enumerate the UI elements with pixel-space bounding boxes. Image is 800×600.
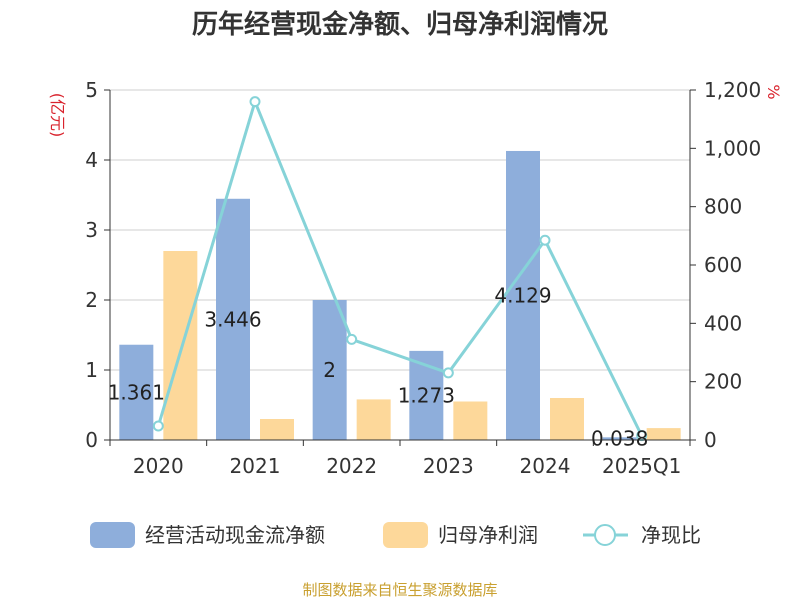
x-tick-label: 2025Q1 xyxy=(602,454,681,478)
y-left-tick-label: 2 xyxy=(85,288,98,312)
y-left-unit: (亿元) xyxy=(48,93,67,138)
legend[interactable]: 经营活动现金流净额 归母净利润 净现比 xyxy=(90,522,701,548)
legend-label: 净现比 xyxy=(641,523,701,547)
line-path xyxy=(156,97,644,437)
x-tick-label: 2024 xyxy=(520,454,571,478)
x-tick-label: 2022 xyxy=(326,454,377,478)
bar xyxy=(646,428,681,440)
y-right-tick-label: 400 xyxy=(704,311,742,335)
legend-swatch xyxy=(383,522,428,548)
y-left-tick-label: 0 xyxy=(85,428,98,452)
bar xyxy=(119,344,154,440)
data-labels: 1.361 3.446 2 1.273 4.129 0.038 xyxy=(108,283,649,450)
line-series xyxy=(152,96,648,442)
bars xyxy=(119,150,681,440)
line-point xyxy=(346,333,358,345)
y-left-tick-label: 3 xyxy=(85,218,98,242)
legend-label: 归母净利润 xyxy=(438,523,538,547)
bar xyxy=(260,419,294,440)
line-point xyxy=(442,367,454,379)
data-label: 0.038 xyxy=(591,427,648,451)
y-right-tick-label: 200 xyxy=(704,370,742,394)
y-right-tick-label: 0 xyxy=(704,428,717,452)
data-label: 1.273 xyxy=(398,383,455,407)
y-left-tick-label: 4 xyxy=(85,148,98,172)
x-tick-label: 2020 xyxy=(133,454,184,478)
bar xyxy=(356,399,391,440)
bar xyxy=(602,437,637,440)
legend-label: 经营活动现金流净额 xyxy=(145,523,325,547)
line-point xyxy=(249,96,261,108)
bar xyxy=(506,150,540,440)
legend-swatch-marker xyxy=(594,524,616,546)
x-tick-label: 2021 xyxy=(230,454,281,478)
data-label: 4.129 xyxy=(494,283,551,307)
y-right-unit: % xyxy=(764,84,783,99)
line-point xyxy=(539,234,551,246)
bar xyxy=(163,251,198,440)
chart-title: 历年经营现金净额、归母净利润情况 xyxy=(192,9,608,40)
bar xyxy=(550,398,584,440)
bar xyxy=(312,300,347,440)
bar xyxy=(453,401,488,440)
data-label: 3.446 xyxy=(204,307,261,331)
data-label: 2 xyxy=(323,358,336,382)
x-tick-label: 2023 xyxy=(423,454,474,478)
source-note: 制图数据来自恒生聚源数据库 xyxy=(302,581,497,599)
y-right-tick-label: 1,000 xyxy=(704,136,761,160)
legend-swatch xyxy=(90,522,135,548)
y-right-tick-label: 800 xyxy=(704,195,742,219)
data-label: 1.361 xyxy=(108,380,165,404)
y-left-tick-label: 5 xyxy=(85,78,98,102)
bar xyxy=(216,198,250,440)
y-left-tick-label: 1 xyxy=(85,358,98,382)
y-right-tick-label: 600 xyxy=(704,253,742,277)
line-point xyxy=(152,420,164,432)
y-right-tick-label: 1,200 xyxy=(704,78,761,102)
